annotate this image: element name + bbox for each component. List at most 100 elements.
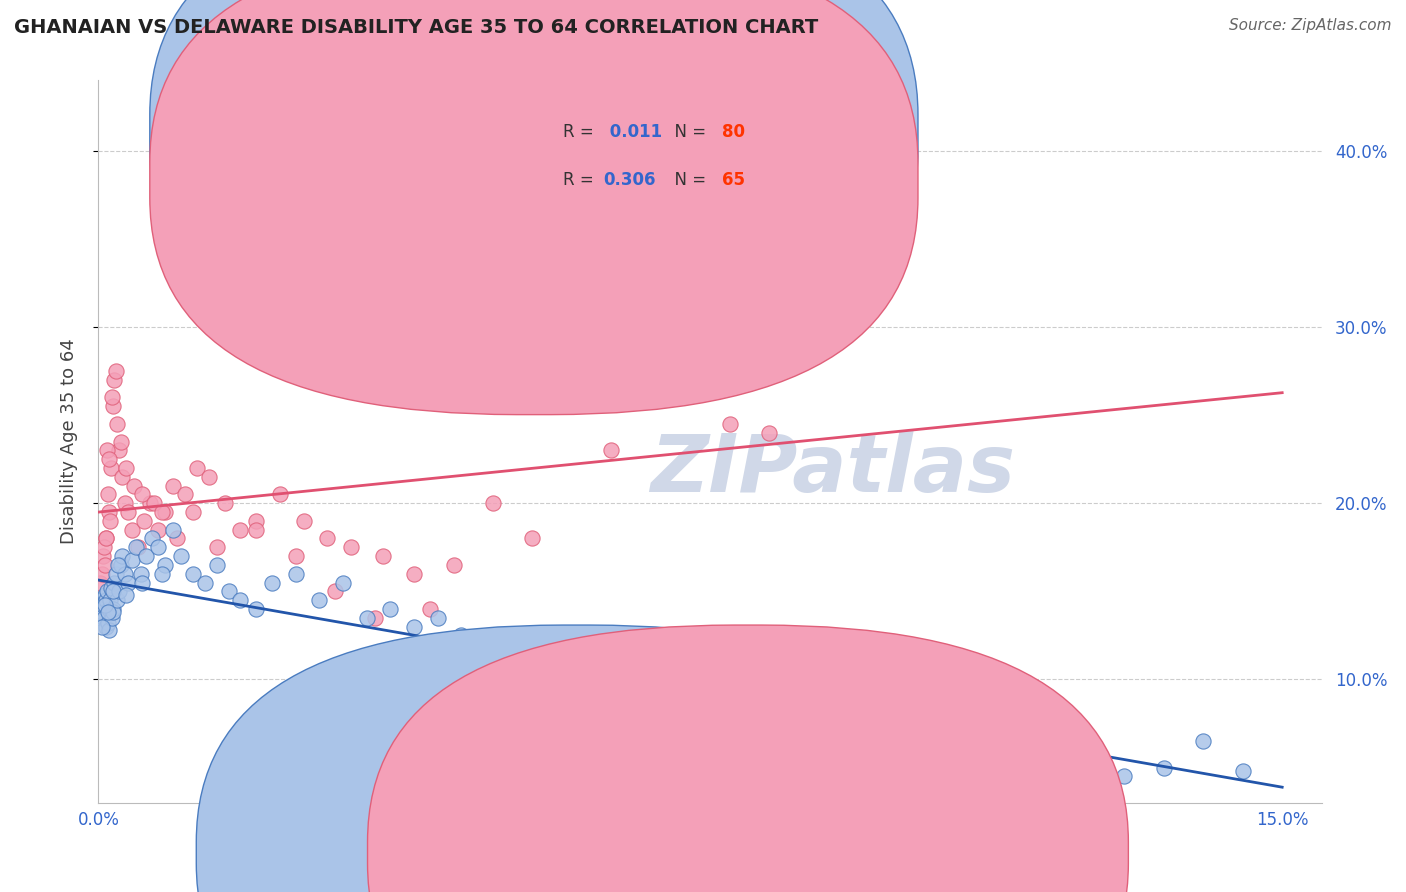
Point xyxy=(679,320,702,334)
Point xyxy=(97,615,120,630)
Point xyxy=(127,541,149,555)
Point xyxy=(108,584,131,599)
Point xyxy=(101,391,124,405)
Point xyxy=(450,628,472,642)
Point xyxy=(837,716,859,731)
Point xyxy=(356,611,378,625)
Text: N =: N = xyxy=(664,123,711,141)
Point xyxy=(576,664,599,678)
Point xyxy=(117,575,139,590)
Point xyxy=(111,549,134,563)
Point xyxy=(166,532,188,546)
Point xyxy=(205,558,228,572)
Point xyxy=(96,443,118,458)
Point xyxy=(122,478,145,492)
Point xyxy=(474,637,496,651)
Point xyxy=(955,743,977,757)
Point xyxy=(97,452,120,467)
FancyBboxPatch shape xyxy=(150,0,918,415)
Point xyxy=(245,602,267,616)
Point xyxy=(218,584,240,599)
Point xyxy=(94,619,117,633)
Point xyxy=(181,566,204,581)
Text: 0.011: 0.011 xyxy=(603,123,662,141)
Point xyxy=(105,417,128,431)
Point xyxy=(498,628,520,642)
Point xyxy=(90,619,112,633)
Point xyxy=(100,461,122,475)
Point xyxy=(308,593,330,607)
Point xyxy=(101,584,124,599)
Point xyxy=(121,552,143,566)
Point xyxy=(93,599,115,613)
Point xyxy=(174,487,197,501)
Point xyxy=(129,566,152,581)
Point xyxy=(117,505,139,519)
Point xyxy=(93,558,115,572)
Point xyxy=(90,593,112,607)
Point xyxy=(114,566,136,581)
Point xyxy=(323,584,346,599)
Point xyxy=(1074,752,1097,766)
Point xyxy=(150,566,173,581)
Point xyxy=(100,581,122,595)
Point xyxy=(97,487,120,501)
Point xyxy=(103,575,125,590)
Point xyxy=(640,311,662,326)
Point xyxy=(797,337,820,351)
Point xyxy=(607,655,630,669)
Point xyxy=(111,470,134,484)
Point xyxy=(363,611,385,625)
Point xyxy=(1114,769,1136,783)
Point xyxy=(482,496,505,510)
Text: Delaware: Delaware xyxy=(768,844,846,862)
Point xyxy=(101,611,124,625)
Point xyxy=(260,575,283,590)
FancyBboxPatch shape xyxy=(496,98,875,214)
Point xyxy=(162,478,184,492)
Text: Ghanaians: Ghanaians xyxy=(596,844,685,862)
Point xyxy=(94,532,117,546)
Point xyxy=(797,707,820,722)
Point xyxy=(170,549,193,563)
Point xyxy=(876,725,898,739)
Point xyxy=(1153,760,1175,774)
Point xyxy=(96,593,118,607)
Text: 65: 65 xyxy=(723,171,745,189)
Point xyxy=(284,566,307,581)
Point xyxy=(125,541,148,555)
Point xyxy=(91,606,114,620)
Point xyxy=(135,549,157,563)
Point xyxy=(181,505,204,519)
Point xyxy=(101,399,124,413)
Point xyxy=(146,523,169,537)
Point xyxy=(103,373,125,387)
Point xyxy=(758,425,780,440)
Point xyxy=(89,575,111,590)
Point xyxy=(101,602,124,616)
Point xyxy=(150,505,173,519)
Point xyxy=(104,566,127,581)
Point xyxy=(93,588,115,602)
Point xyxy=(522,655,544,669)
Point xyxy=(994,752,1017,766)
Point xyxy=(121,523,143,537)
Point xyxy=(148,541,170,555)
Point xyxy=(426,611,449,625)
Point xyxy=(640,673,662,687)
Y-axis label: Disability Age 35 to 64: Disability Age 35 to 64 xyxy=(59,339,77,544)
Point xyxy=(214,496,236,510)
Point xyxy=(292,514,315,528)
Point xyxy=(380,602,402,616)
Point xyxy=(284,549,307,563)
Point xyxy=(443,558,465,572)
Point xyxy=(115,461,138,475)
Point xyxy=(142,496,165,510)
Point xyxy=(89,602,111,616)
Point xyxy=(103,606,125,620)
Point xyxy=(114,496,136,510)
Point xyxy=(546,646,568,660)
Point xyxy=(419,602,441,616)
Point xyxy=(718,690,741,704)
Point xyxy=(229,523,252,537)
